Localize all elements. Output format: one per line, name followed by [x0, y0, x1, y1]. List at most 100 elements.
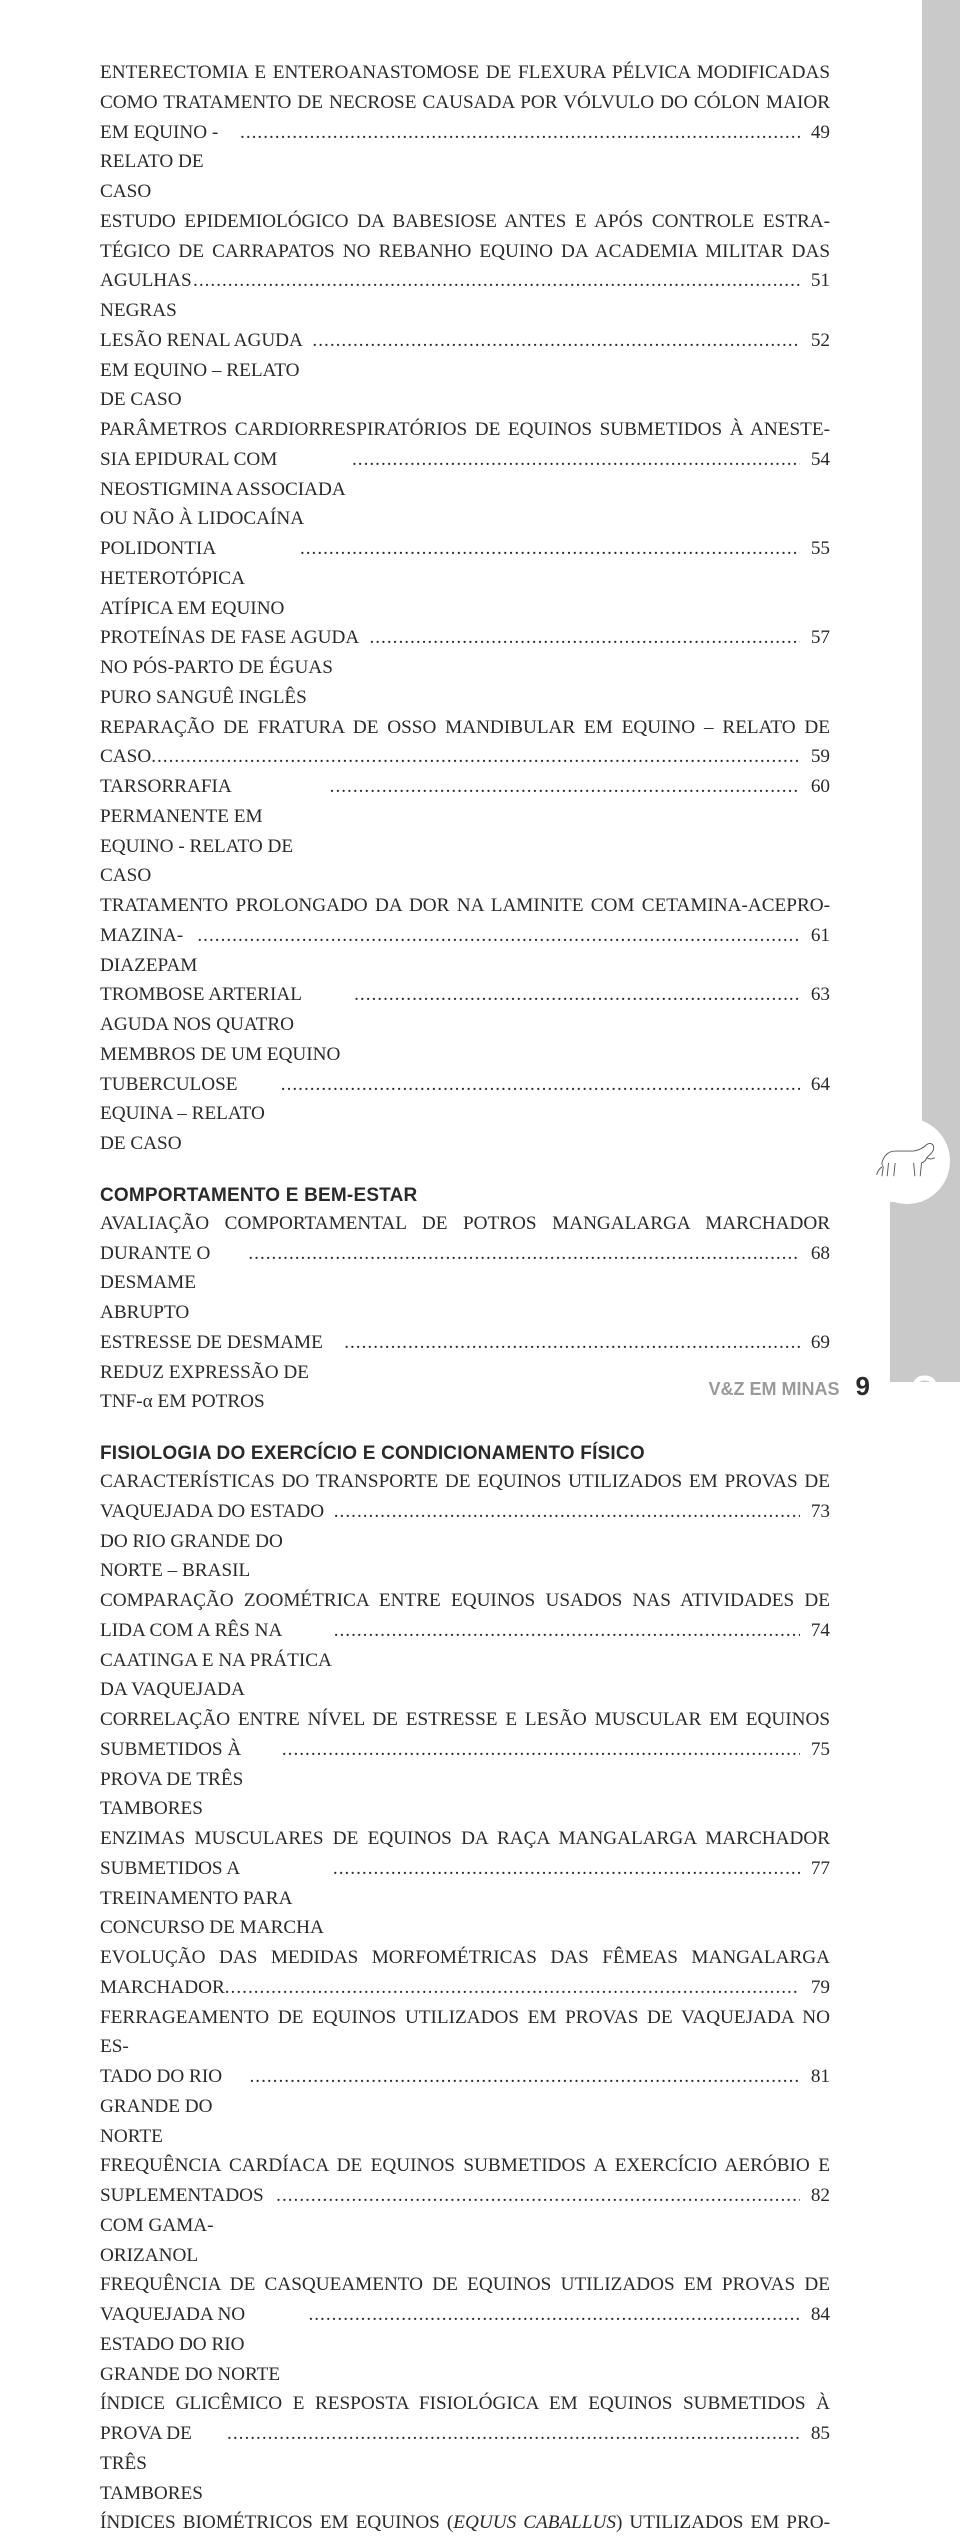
toc-entry: VAQUEJADA DO ESTADO DO RIO GRANDE DO NOR…: [100, 1497, 830, 1586]
toc-page-number: 49: [800, 118, 830, 148]
toc-entry-title: SIA EPIDURAL COM NEOSTIGMINA ASSOCIADA O…: [100, 445, 352, 534]
toc-leader-dots: [334, 1616, 800, 1646]
toc-entry-title: MAZINA-DIAZEPAM: [100, 921, 197, 981]
section-heading: COMPORTAMENTO E BEM-ESTAR: [100, 1185, 830, 1207]
toc-entry-title: ESTRESSE DE DESMAME REDUZ EXPRESSÃO DE T…: [100, 1328, 344, 1417]
toc-entry-title: VAQUEJADA DO ESTADO DO RIO GRANDE DO NOR…: [100, 1497, 334, 1586]
toc-entry: TARSORRAFIA PERMANENTE EM EQUINO - RELAT…: [100, 772, 830, 891]
toc-entry: CASO 59: [100, 742, 830, 772]
toc-entry: MARCHADOR79: [100, 1973, 830, 2003]
toc-entry-title: PROVA DE TRÊS TAMBORES: [100, 2419, 227, 2508]
toc-entry: LESÃO RENAL AGUDA EM EQUINO – RELATO DE …: [100, 326, 830, 415]
toc-entry: TROMBOSE ARTERIAL AGUDA NOS QUATRO MEMBR…: [100, 980, 830, 1069]
toc-entry-title: SUPLEMENTADOS COM GAMA-ORIZANOL: [100, 2181, 276, 2270]
sidebar-strip: [922, 0, 960, 1238]
footer-page-number: 9: [856, 1371, 870, 1402]
toc-entry: EM EQUINO - RELATO DE CASO 49: [100, 118, 830, 207]
toc-entry-line: AVALIAÇÃO COMPORTAMENTAL DE POTROS MANGA…: [100, 1209, 830, 1239]
toc-page-number: 74: [800, 1616, 830, 1646]
toc-entry-line: FREQUÊNCIA CARDÍACA DE EQUINOS SUBMETIDO…: [100, 2151, 830, 2181]
toc-entry-line: ENTERECTOMIA E ENTEROANASTOMOSE DE FLEXU…: [100, 58, 830, 88]
footer: V&Z EM MINAS 9: [709, 1371, 870, 1402]
toc-entry: PROTEÍNAS DE FASE AGUDA NO PÓS-PARTO DE …: [100, 623, 830, 712]
toc-leader-dots: [308, 2300, 800, 2330]
footer-journal: V&Z EM MINAS: [709, 1379, 840, 1400]
toc-entry: VAQUEJADA NO ESTADO DO RIO GRANDE DO NOR…: [100, 2300, 830, 2389]
toc-entry-line: COMPARAÇÃO ZOOMÉTRICA ENTRE EQUINOS USAD…: [100, 1586, 830, 1616]
toc-entry: AGULHAS NEGRAS 51: [100, 266, 830, 326]
toc-entry-title: MARCHADOR: [100, 1973, 225, 2003]
toc-page-number: 75: [800, 1735, 830, 1765]
toc-leader-dots: [227, 2419, 800, 2449]
toc-entry-line: FREQUÊNCIA DE CASQUEAMENTO DE EQUINOS UT…: [100, 2270, 830, 2300]
toc-entry-line: TRATAMENTO PROLONGADO DA DOR NA LAMINITE…: [100, 891, 830, 921]
horse-icon: [874, 1137, 940, 1185]
toc-entry-title: TARSORRAFIA PERMANENTE EM EQUINO - RELAT…: [100, 772, 330, 891]
toc-entry-title: VAQUEJADA NO ESTADO DO RIO GRANDE DO NOR…: [100, 2300, 308, 2389]
toc-page-number: 68: [800, 1239, 830, 1269]
toc-page-number: 60: [800, 772, 830, 802]
toc-page-number: 73: [800, 1497, 830, 1527]
toc-entry-line: TÉGICO DE CARRAPATOS NO REBANHO EQUINO D…: [100, 237, 830, 267]
toc-entry: SUBMETIDOS À PROVA DE TRÊS TAMBORES 75: [100, 1735, 830, 1824]
toc-page-number: 55: [800, 534, 830, 564]
page: ENTERECTOMIA E ENTEROANASTOMOSE DE FLEXU…: [0, 0, 960, 1432]
toc-leader-dots: [352, 445, 800, 475]
toc-page-number: 51: [800, 266, 830, 296]
toc-page-number: 81: [800, 2062, 830, 2092]
toc-page-number: 63: [800, 980, 830, 1010]
toc-leader-dots: [225, 1973, 800, 2003]
toc-entry: POLIDONTIA HETEROTÓPICA ATÍPICA EM EQUIN…: [100, 534, 830, 623]
toc-entry-line: ÍNDICE GLICÊMICO E RESPOSTA FISIOLÓGICA …: [100, 2389, 830, 2419]
toc-leader-dots: [276, 2181, 800, 2211]
toc-entry-title: AGULHAS NEGRAS: [100, 266, 193, 326]
toc-entry-line: CARACTERÍSTICAS DO TRANSPORTE DE EQUINOS…: [100, 1467, 830, 1497]
toc-leader-dots: [334, 1497, 800, 1527]
toc-entry-title: TADO DO RIO GRANDE DO NORTE: [100, 2062, 249, 2151]
toc-entry-title: TUBERCULOSE EQUINA – RELATO DE CASO: [100, 1070, 281, 1159]
toc-page-number: 64: [800, 1070, 830, 1100]
toc-leader-dots: [300, 534, 800, 564]
toc-entry-line: CORRELAÇÃO ENTRE NÍVEL DE ESTRESSE E LES…: [100, 1705, 830, 1735]
toc-entry: MAZINA-DIAZEPAM 61: [100, 921, 830, 981]
toc-leader-dots: [330, 772, 800, 802]
toc-page-number: 69: [800, 1328, 830, 1358]
toc-page-number: 54: [800, 445, 830, 475]
toc-entry-title: TROMBOSE ARTERIAL AGUDA NOS QUATRO MEMBR…: [100, 980, 354, 1069]
toc-leader-dots: [248, 1239, 800, 1269]
toc-entry: SIA EPIDURAL COM NEOSTIGMINA ASSOCIADA O…: [100, 445, 830, 534]
toc-entry: TADO DO RIO GRANDE DO NORTE 81: [100, 2062, 830, 2151]
toc-page-number: 61: [800, 921, 830, 951]
sumario-label: SUMÁRIO: [907, 1372, 946, 1547]
toc-leader-dots: [193, 266, 800, 296]
toc-leader-dots: [344, 1328, 800, 1358]
toc-entry-title: LESÃO RENAL AGUDA EM EQUINO – RELATO DE …: [100, 326, 312, 415]
toc-entry-line: ESTUDO EPIDEMIOLÓGICO DA BABESIOSE ANTES…: [100, 207, 830, 237]
toc-page-number: 59: [800, 742, 830, 772]
toc-page-number: 57: [800, 623, 830, 653]
toc-page-number: 77: [800, 1854, 830, 1884]
toc-entry-title: CASO: [100, 742, 151, 772]
toc-list: ENTERECTOMIA E ENTEROANASTOMOSE DE FLEXU…: [100, 58, 830, 2538]
toc-entry-title: LIDA COM A RÊS NA CAATINGA E NA PRÁTICA …: [100, 1616, 334, 1705]
toc-entry: TUBERCULOSE EQUINA – RELATO DE CASO 64: [100, 1070, 830, 1159]
toc-entry-line: ENZIMAS MUSCULARES DE EQUINOS DA RAÇA MA…: [100, 1824, 830, 1854]
toc-entry: SUPLEMENTADOS COM GAMA-ORIZANOL82: [100, 2181, 830, 2270]
toc-leader-dots: [312, 326, 800, 356]
toc-leader-dots: [151, 742, 800, 772]
toc-entry: LIDA COM A RÊS NA CAATINGA E NA PRÁTICA …: [100, 1616, 830, 1705]
toc-entry-title: EM EQUINO - RELATO DE CASO: [100, 118, 240, 207]
toc-entry-line: EVOLUÇÃO DAS MEDIDAS MORFOMÉTRICAS DAS F…: [100, 1943, 830, 1973]
toc-leader-dots: [282, 1735, 800, 1765]
toc-entry-title: SUBMETIDOS À PROVA DE TRÊS TAMBORES: [100, 1735, 282, 1824]
toc-entry-title: POLIDONTIA HETEROTÓPICA ATÍPICA EM EQUIN…: [100, 534, 300, 623]
toc-entry-title: SUBMETIDOS A TREINAMENTO PARA CONCURSO D…: [100, 1854, 333, 1943]
toc-leader-dots: [369, 623, 800, 653]
toc-entry-title: PROTEÍNAS DE FASE AGUDA NO PÓS-PARTO DE …: [100, 623, 369, 712]
toc-entry: DURANTE O DESMAME ABRUPTO68: [100, 1239, 830, 1328]
toc-leader-dots: [354, 980, 800, 1010]
toc-page-number: 52: [800, 326, 830, 356]
toc-entry-line: REPARAÇÃO DE FRATURA DE OSSO MANDIBULAR …: [100, 713, 830, 743]
toc-entry-line: ÍNDICES BIOMÉTRICOS EM EQUINOS (EQUUS CA…: [100, 2508, 830, 2538]
toc-leader-dots: [281, 1070, 800, 1100]
